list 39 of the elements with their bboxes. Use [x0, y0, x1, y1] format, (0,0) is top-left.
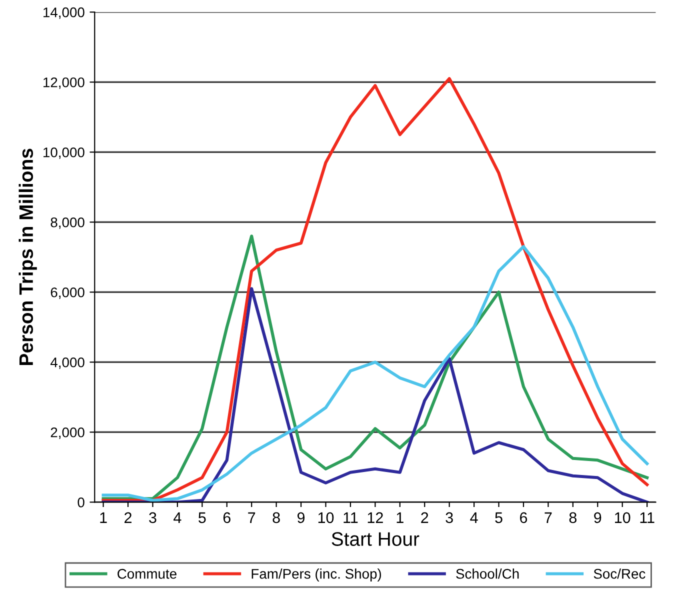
x-tick-label: 11 — [344, 512, 358, 523]
x-tick-label: 4 — [470, 512, 478, 523]
x-tick-label: 2 — [421, 512, 428, 523]
x-tick-label: 9 — [594, 512, 602, 524]
x-tick-label: 12 — [368, 512, 383, 523]
x-tick-label: 1 — [100, 512, 107, 523]
legend-label: Soc/Rec — [594, 568, 646, 579]
x-tick-label: 8 — [569, 512, 576, 524]
y-tick-label: 14,000 — [44, 7, 84, 19]
x-tick-label: 10 — [615, 512, 630, 524]
y-tick-label: 12,000 — [44, 77, 84, 89]
x-tick-label: 10 — [318, 512, 334, 524]
x-tick-label: 3 — [446, 512, 453, 524]
x-tick-label: 6 — [223, 512, 230, 524]
x-tick-label: 7 — [544, 512, 552, 523]
x-tick-label: 7 — [248, 512, 256, 523]
x-tick-label: 5 — [198, 512, 206, 524]
y-tick-label: 4,000 — [50, 357, 84, 369]
x-tick-label: 4 — [174, 512, 182, 523]
x-tick-label: 8 — [272, 512, 280, 524]
x-tick-label: 1 — [396, 512, 404, 523]
x-tick-label: 6 — [520, 512, 528, 524]
y-tick-label: 6,000 — [50, 287, 84, 299]
y-tick-label: 2,000 — [50, 427, 84, 439]
x-tick-label: 5 — [495, 512, 502, 524]
x-tick-label: 2 — [124, 512, 132, 523]
x-tick-label: 11 — [640, 512, 654, 523]
y-tick-label: 10,000 — [44, 147, 84, 159]
x-tick-label: 9 — [297, 512, 305, 524]
y-tick-label: 8,000 — [50, 217, 84, 229]
line-series — [102, 77, 649, 502]
line-series — [102, 287, 649, 502]
legend-label: School/Ch — [456, 568, 519, 579]
y-tick-label: 0 — [78, 497, 84, 508]
y-axis-title: Person Trips in Millions — [18, 148, 37, 365]
x-tick-label: 3 — [149, 512, 156, 524]
legend-label: Fam/Pers (inc. Shop) — [252, 568, 382, 582]
x-axis-title: Start Hour — [332, 532, 420, 546]
legend-label: Commute — [118, 568, 176, 579]
